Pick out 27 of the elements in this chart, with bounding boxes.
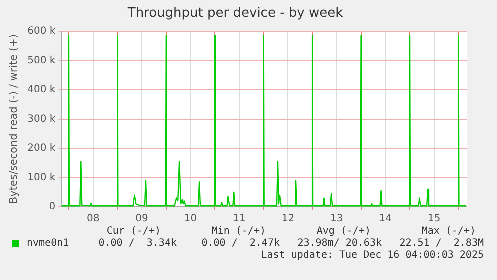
x-tick-label: 13 [330, 214, 344, 225]
y-tick-label: 0 [49, 202, 56, 213]
text: Avg (-/+) [316, 226, 371, 237]
text: Cur (-/+) [106, 226, 161, 237]
text: 0.00 / 2.47k [202, 238, 280, 249]
y-axis-title: Bytes/second read (-) / write (+) [8, 34, 20, 204]
text: Min (-/+) [212, 226, 266, 237]
y-tick-label: 100 k [28, 172, 56, 184]
legend-label: nvme0n1 [27, 238, 70, 249]
x-tick-label: 09 [136, 214, 148, 225]
text: Max (-/+) [422, 226, 476, 237]
y-tick-label: 300 k [28, 114, 56, 125]
y-tick-label: 600 k [28, 26, 56, 38]
x-tick-label: 14 [379, 214, 392, 225]
text: 22.51 / 2.83M [400, 238, 484, 249]
y-tick-label: 400 k [28, 84, 56, 96]
x-tick-label: 08 [86, 214, 100, 225]
x-tick-label: 10 [184, 214, 198, 225]
text: Last update: Tue Dec 16 04:00:03 2025 [261, 250, 484, 261]
text: 0.00 / 3.34k [98, 238, 177, 249]
y-tick-label: 500 k [28, 55, 56, 66]
x-tick-label: 12 [282, 214, 295, 225]
x-tick-label: 15 [428, 214, 441, 225]
x-tick-label: 11 [233, 214, 246, 225]
text: 23.98m/ 20.63k [298, 238, 382, 249]
y-tick-label: 200 k [28, 143, 56, 154]
chart-title: Throughput per device - by week [126, 6, 344, 22]
